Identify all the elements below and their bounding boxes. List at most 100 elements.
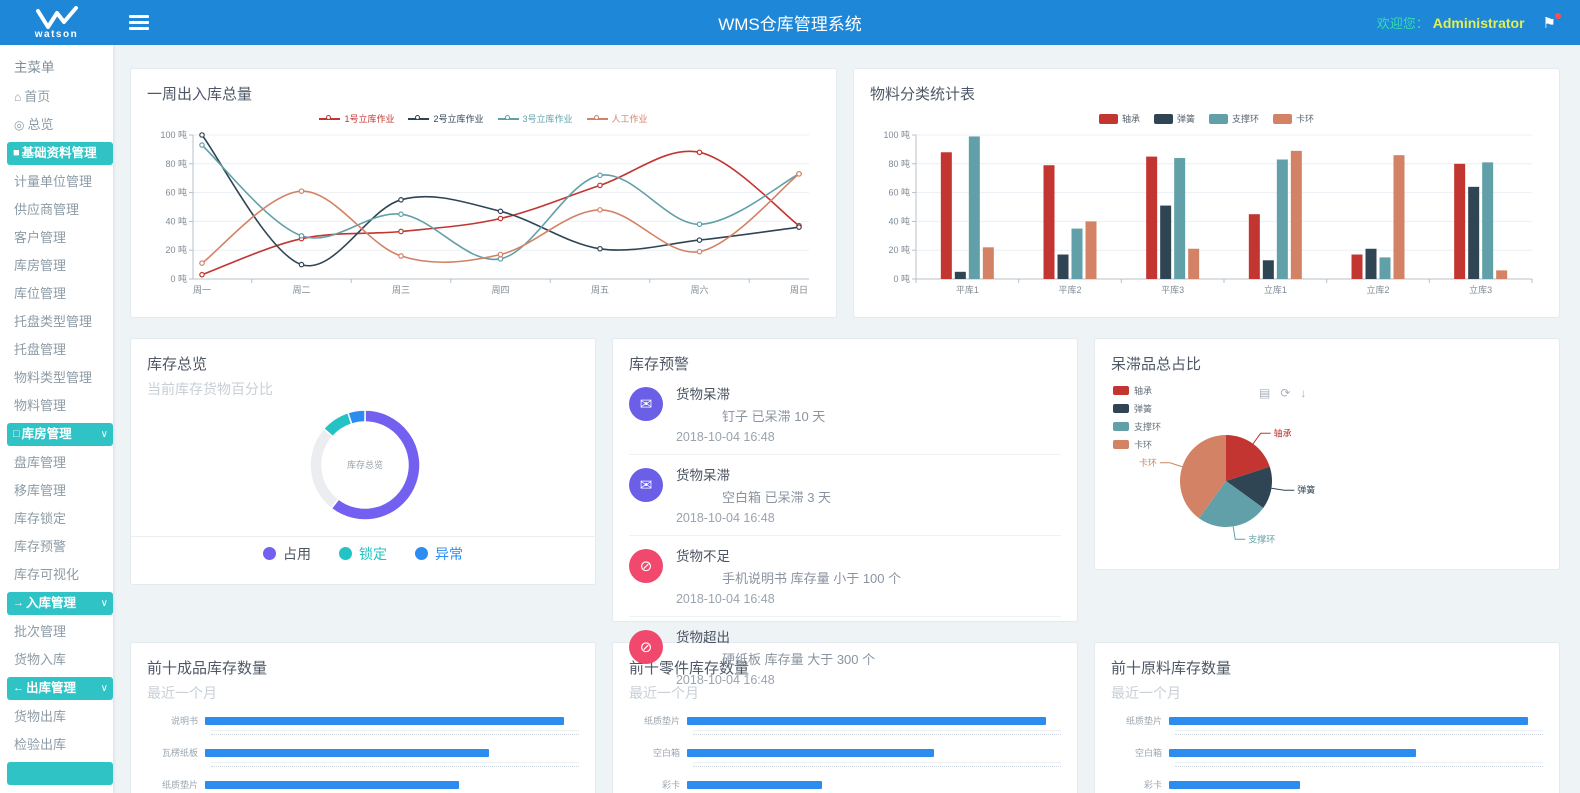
alert-timestamp: 2018-10-04 16:48 [675, 430, 775, 444]
notification-flag-icon[interactable]: ⚑ [1543, 12, 1561, 32]
svg-text:0 吨: 0 吨 [893, 273, 910, 284]
sidebar-item[interactable]: 客户管理 [0, 224, 113, 252]
legend-item[interactable]: 2号立库作业 [408, 112, 484, 125]
sidebar-item-label: 库房管理 [14, 258, 67, 273]
brand-logo[interactable]: watson [0, 0, 113, 45]
svg-text:40 吨: 40 吨 [888, 215, 910, 226]
donut-legend-item[interactable]: 锁定 [338, 544, 387, 564]
sidebar-item[interactable]: 物料管理 [0, 392, 113, 420]
alert-timestamp: 2018-10-04 16:48 [675, 673, 775, 687]
sidebar-item[interactable]: 库房管理 [0, 252, 113, 280]
sidebar-item[interactable]: 库存锁定 [0, 505, 113, 533]
legend-label: 锁定 [358, 545, 387, 562]
legend-item[interactable]: 卡环 [1273, 112, 1314, 125]
alert-category: 货物呆滞 [675, 387, 730, 402]
card-material-stats: 物料分类统计表 轴承 弹簧 支撑环 卡环 0 吨 20 吨 40 吨 60 吨 80 吨 100… [853, 68, 1560, 318]
sidebar-item[interactable]: 移库管理 [0, 477, 113, 505]
sidebar-item[interactable]: 货物入库 [0, 646, 113, 674]
hbar-label: 纸质垫片 [1125, 716, 1162, 726]
hbar-track [1168, 716, 1543, 725]
data-view-icon[interactable]: ▤ [1258, 386, 1271, 400]
pie-legend-item[interactable]: 支撑环 [1112, 420, 1161, 433]
sidebar-group[interactable]: □ 库房管理 ∨ [7, 423, 113, 446]
refresh-icon[interactable]: ⟳ [1280, 386, 1291, 400]
sidebar-nav: 主菜单 ⌂ 首页 ◎ 总览 ■ 基础资料管理 计量单位管理 供应商管理 客户管理 库房管理 库位管理托… [0, 45, 113, 793]
alert-item[interactable]: ⊘ 货物超出 硬纸板 库存量 大于 300 个 2018-10-04 16:48 [628, 617, 1061, 697]
card-subtitle: 当前库存货物百分比 [147, 381, 273, 397]
download-icon[interactable]: ↓ [1300, 386, 1307, 400]
current-username[interactable]: Administrator [1432, 14, 1525, 31]
row-separator-dotted [692, 766, 1061, 767]
svg-text:20 吨: 20 吨 [888, 244, 910, 255]
row-separator-dotted [692, 734, 1061, 735]
chevron-down-icon: ∨ [100, 683, 108, 694]
notification-badge [1555, 12, 1561, 19]
card-subtitle: 最近一个月 [1110, 685, 1181, 701]
sidebar-item[interactable]: 批次管理 [0, 618, 113, 646]
sidebar-item[interactable]: 托盘类型管理 [0, 308, 113, 336]
hbar-value-bar [205, 780, 460, 789]
sidebar-group[interactable]: ← 出库管理 ∨ [7, 677, 113, 700]
legend-item[interactable]: 1号立库作业 [319, 112, 394, 125]
legend-item[interactable]: 弹簧 [1153, 112, 1195, 125]
pie-legend-item[interactable]: 卡环 [1112, 438, 1161, 451]
sidebar-item-label: 检验出库 [14, 737, 67, 752]
row-separator-dotted [1174, 766, 1543, 767]
donut-legend-item[interactable]: 异常 [414, 544, 463, 564]
sidebar-item[interactable]: 供应商管理 [0, 196, 113, 224]
sidebar-item-label: 货物出库 [14, 709, 67, 724]
row-separator-dotted [1174, 734, 1543, 735]
hbar-label: 空白箱 [652, 748, 680, 758]
card-title: 一周出入库总量 [147, 86, 253, 103]
alert-category: 货物超出 [675, 630, 730, 645]
sidebar-group[interactable] [7, 762, 113, 785]
svg-text:支撑环: 支撑环 [1248, 533, 1275, 544]
hbar-track [686, 716, 1061, 725]
pie-legend-item[interactable]: 轴承 [1112, 384, 1161, 397]
hbar-row: 空白箱 [1111, 748, 1543, 758]
sidebar-item[interactable]: 货物出库 [0, 703, 113, 731]
sidebar-item[interactable]: 库存可视化 [0, 561, 113, 589]
legend-item[interactable]: 轴承 [1098, 112, 1140, 125]
home-icon: ⌂ [14, 90, 22, 104]
legend-item[interactable]: 3号立库作业 [497, 112, 573, 125]
stagnant-pie-legend: 轴承 弹簧 支撑环 卡环 [1112, 384, 1161, 451]
weekly-io-legend: 1号立库作业 2号立库作业 3号立库作业 人工作业 [147, 112, 820, 125]
row-separator [211, 762, 579, 763]
legend-item[interactable]: 人工作业 [586, 112, 648, 125]
sidebar-group[interactable]: → 入库管理 ∨ [7, 592, 113, 615]
alert-circle-icon: ⊘ [628, 549, 663, 583]
sidebar-item[interactable]: 计量单位管理 [0, 168, 113, 196]
alert-category: 货物不足 [675, 549, 730, 564]
sidebar-item[interactable]: 检验出库 [0, 731, 113, 759]
inventory-donut-legend: 占用 锁定 异常 [131, 536, 595, 570]
alert-item[interactable]: ⊘ 货物不足 手机说明书 库存量 小于 100 个 2018-10-04 16:48 [628, 536, 1061, 617]
alert-item[interactable]: ✉ 货物呆滞 空白箱 已呆滞 3 天 2018-10-04 16:48 [628, 455, 1061, 536]
legend-item[interactable]: 支撑环 [1209, 112, 1259, 125]
sidebar-item[interactable]: 库存预警 [0, 533, 113, 561]
sidebar-item-label: 物料管理 [14, 398, 67, 413]
sidebar-item[interactable]: 托盘管理 [0, 336, 113, 364]
alert-list: ✉ 货物呆滞 钉子 已呆滞 10 天 2018-10-04 16:48 ✉ 货物呆滞 空白箱… [628, 374, 1061, 697]
alert-detail: 钉子 已呆滞 10 天 [721, 409, 826, 424]
svg-text:弹簧: 弹簧 [1297, 484, 1315, 495]
legend-label: 占用 [282, 545, 311, 562]
svg-text:80 吨: 80 吨 [888, 158, 910, 169]
sidebar-item[interactable]: 盘库管理 [0, 449, 113, 477]
legend-dot-icon [338, 547, 352, 560]
menu-toggle-icon[interactable] [129, 12, 149, 33]
card-title: 库存预警 [628, 356, 689, 373]
alert-item[interactable]: ✉ 货物呆滞 钉子 已呆滞 10 天 2018-10-04 16:48 [628, 374, 1061, 455]
sidebar-item[interactable]: ◎ 总览 [0, 111, 113, 139]
hbar-track [1168, 780, 1543, 789]
donut-legend-item[interactable]: 占用 [262, 544, 311, 564]
pie-legend-item[interactable]: 弹簧 [1112, 402, 1161, 415]
row-separator [1174, 730, 1543, 731]
alert-timestamp: 2018-10-04 16:48 [675, 592, 775, 606]
row-separator [211, 730, 579, 731]
sidebar-item[interactable]: 物料类型管理 [0, 364, 113, 392]
sidebar-item[interactable]: ⌂ 首页 [0, 83, 113, 111]
sidebar-item[interactable]: 库位管理 [0, 280, 113, 308]
sidebar-group[interactable]: ■ 基础资料管理 [7, 142, 113, 165]
svg-text:周一: 周一 [193, 285, 211, 295]
